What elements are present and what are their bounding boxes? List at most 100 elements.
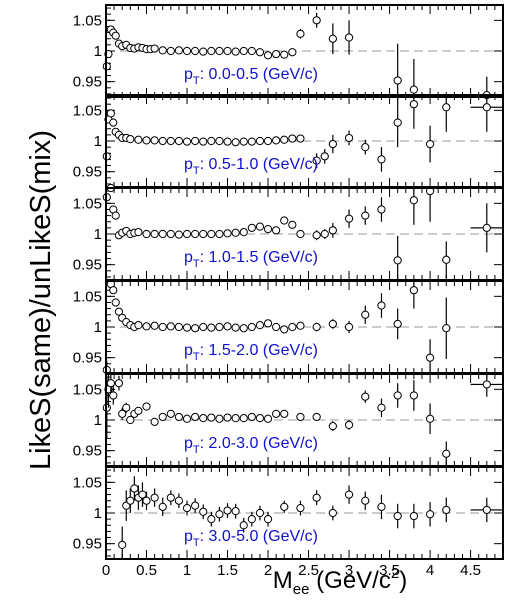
data-point [215,46,224,56]
marker [482,103,491,112]
data-point [158,412,167,422]
data-point [215,136,224,146]
x-tick-label: 4 [426,562,434,579]
marker [344,322,354,332]
marker [174,136,184,146]
marker [409,511,418,521]
marker [215,322,224,332]
data-point [158,46,167,55]
data-point [377,494,386,520]
marker [409,286,418,295]
marker [182,323,192,332]
data-point [470,203,503,253]
data-point [150,321,159,330]
pt-range-label: pT: 1.0-1.5 (GeV/c) [184,249,318,270]
panel-6: 0.95 1 1.05 pT: 3.0-5.0 (GeV/c) [73,466,504,560]
marker [263,136,273,146]
marker [215,229,224,239]
marker [296,134,305,143]
marker [142,402,151,411]
data-point [328,319,337,329]
data-point [207,413,216,422]
data-point [239,228,248,237]
x-tick-label: 3.5 [379,562,400,579]
marker [174,322,184,332]
data-point [247,511,256,527]
marker [247,137,256,146]
data-point [199,414,208,423]
data-point [111,211,120,220]
data-point [134,135,143,144]
data-point [263,414,273,423]
x-axis-title-unit: (GeV/c [309,567,390,594]
data-point [239,517,248,533]
data-point [470,95,503,132]
y-tick-label: 1.05 [73,381,102,398]
panel-frame [105,466,504,560]
marker [150,417,159,426]
y-tick-label: 1.05 [73,102,102,119]
data-point [409,380,418,411]
y-tick-label: 1 [94,226,102,243]
marker [393,511,402,521]
data-point [247,412,256,422]
data-point [263,51,273,60]
data-point [109,118,118,127]
data-point [182,137,192,146]
data-point [174,412,184,422]
marker [263,51,273,60]
marker [288,134,297,143]
data-point [207,511,216,527]
marker [377,301,386,310]
marker [255,48,265,57]
x-axis-title-sup: 2 [391,565,399,582]
marker [263,319,273,328]
marker [255,136,265,146]
panel-2: 0.95 1 1.05 pT: 0.5-1.0 (GeV/c) [73,94,504,188]
data-point [191,136,200,146]
data-point [312,412,321,422]
marker [109,391,118,400]
marker [272,409,281,418]
x-tick-label: 2 [264,562,272,579]
marker [361,143,370,152]
data-point [344,320,354,334]
pt-label-sub: T [193,165,200,177]
marker [272,49,281,59]
marker [344,33,354,42]
marker [122,403,131,412]
marker [312,493,321,502]
marker [255,508,265,518]
data-point [409,503,418,529]
marker [312,156,321,165]
data-point [442,95,451,132]
marker [247,412,256,422]
data-point [377,293,386,318]
marker [111,298,120,307]
pt-label-main: p [184,435,193,452]
data-point [207,229,216,239]
marker [223,322,232,331]
marker [191,324,200,333]
marker [425,510,435,519]
marker [182,414,192,423]
marker [158,322,167,332]
marker [296,412,305,422]
x-axis-title-sub: ee [293,581,310,598]
data-point [393,503,402,529]
marker [158,502,167,511]
data-point [111,31,120,40]
marker [174,496,184,505]
marker [174,230,184,239]
marker [223,229,232,238]
data-point [328,134,337,154]
data-point [142,136,151,145]
data-point [191,498,200,513]
marker [239,228,248,237]
marker [166,493,175,502]
marker [442,324,451,333]
marker [239,414,248,423]
data-point [150,136,159,145]
marker [280,502,289,511]
panel-5: 0.95 1 1.05 pT: 2.0-3.0 (GeV/c) [73,373,504,467]
